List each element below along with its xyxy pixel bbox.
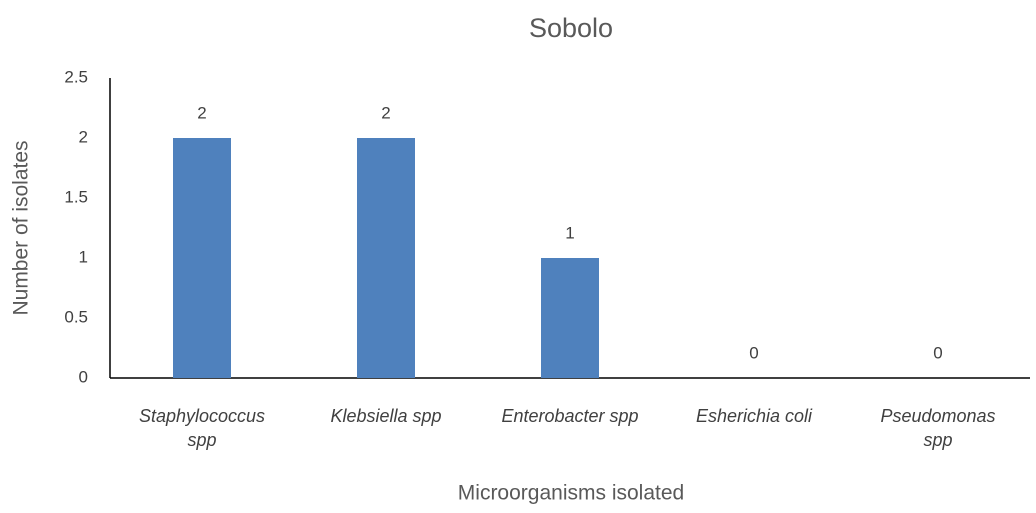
x-axis-label: Microorganisms isolated xyxy=(458,482,684,505)
data-label: 2 xyxy=(381,103,390,122)
x-tick-label: Pseudomonas spp xyxy=(880,406,996,450)
y-tick-label: 2 xyxy=(79,127,88,146)
x-tick-label: Staphylococcus spp xyxy=(138,406,266,450)
y-tick-label: 1.5 xyxy=(64,187,88,206)
bar xyxy=(173,138,231,378)
data-label: 2 xyxy=(197,103,206,122)
y-axis-label: Number of isolates xyxy=(10,140,33,315)
data-label: 1 xyxy=(565,223,574,242)
data-label: 0 xyxy=(933,343,942,362)
x-tick-label: Klebsiella spp xyxy=(330,406,442,426)
y-tick-label: 0 xyxy=(79,367,88,386)
data-label: 0 xyxy=(749,343,758,362)
bar xyxy=(357,138,415,378)
y-tick-label: 1 xyxy=(79,247,88,266)
x-tick-label: Enterobacter spp xyxy=(501,406,639,426)
bar xyxy=(541,258,599,378)
y-tick-label: 0.5 xyxy=(64,307,88,326)
y-tick-label: 2.5 xyxy=(64,67,88,86)
chart-title: Sobolo xyxy=(529,13,613,43)
x-tick-label: Esherichia coli xyxy=(695,406,813,426)
